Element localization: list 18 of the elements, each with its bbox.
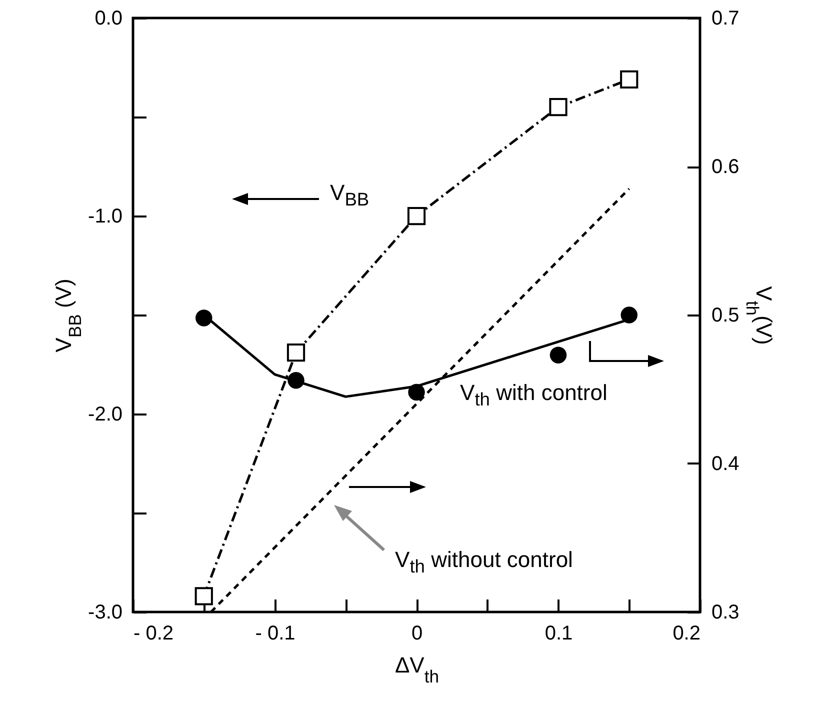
- y-tick-label: -2.0: [88, 404, 122, 426]
- y-tick-label: -3.0: [88, 602, 122, 624]
- x-axis-title: ΔV$_{th}$: [394, 652, 440, 686]
- y2-tick-label: 0.7: [712, 8, 740, 30]
- y2-tick-label: 0.4: [712, 453, 740, 475]
- annotation: V$_{BB}$: [330, 180, 370, 210]
- y-tick-label: -1.0: [88, 206, 122, 228]
- annotation: V$_{th}$ with control: [460, 380, 608, 410]
- y2-tick-label: 0.5: [712, 304, 740, 326]
- x-tick-label: - 0.2: [134, 622, 174, 644]
- x-tick-label: 0.2: [672, 622, 700, 644]
- x-tick-label: 0.1: [544, 622, 573, 644]
- annotation: V$_{th}$ without control: [395, 547, 573, 576]
- y-tick-label: 0.0: [94, 8, 122, 30]
- y2-tick-label: 0.6: [712, 156, 740, 178]
- x-tick-label: 0: [411, 622, 423, 644]
- x-tick-label: - 0.1: [255, 622, 296, 644]
- y2-tick-label: 0.3: [712, 602, 740, 624]
